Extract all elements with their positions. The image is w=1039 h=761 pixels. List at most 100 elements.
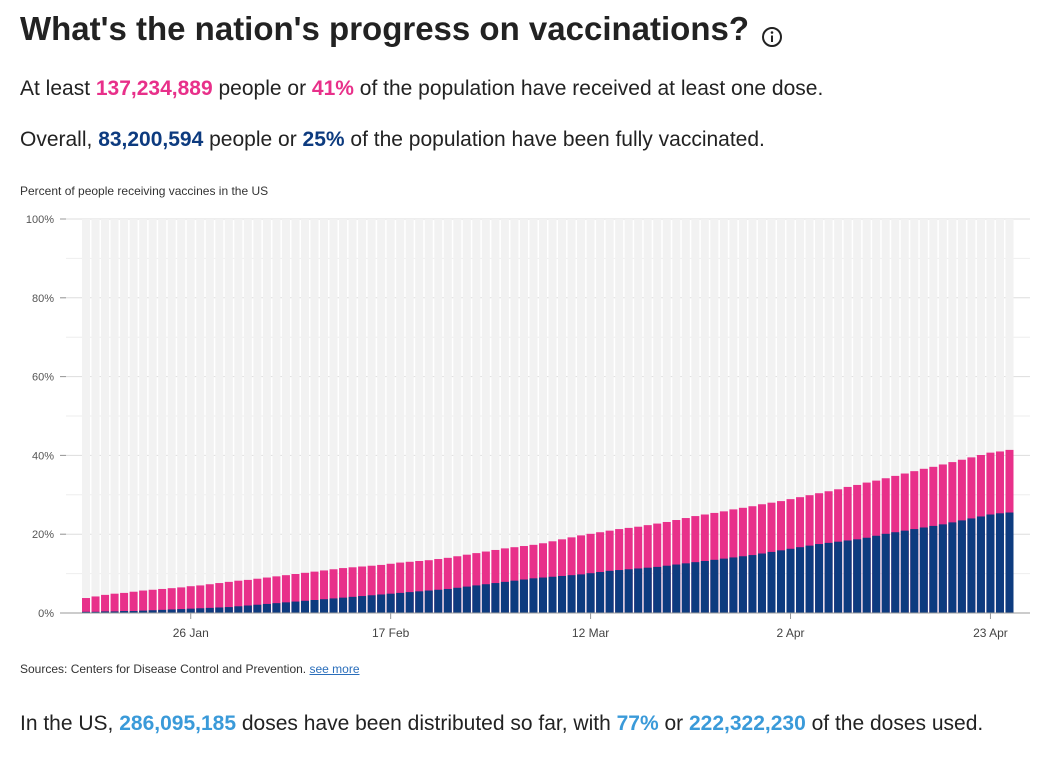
background-bar	[101, 219, 110, 613]
background-bar	[396, 219, 405, 613]
background-bar	[815, 219, 824, 613]
fully-vaccinated-bar	[538, 577, 547, 613]
doses-percent: 77%	[616, 712, 659, 735]
one-dose-summary: At least 137,234,889 people or 41% of th…	[20, 77, 823, 101]
one-dose-suffix: of the population have received at least…	[353, 77, 824, 100]
fully-vaccinated-bar	[443, 588, 452, 613]
fully-vaccinated-bar	[120, 611, 129, 613]
one-dose-bar	[443, 557, 452, 613]
fully-vaccinated-bar	[329, 598, 338, 613]
fully-vaccinated-bar	[729, 557, 738, 613]
fully-vaccinated-bar	[872, 535, 881, 613]
page-title-text: What's the nation's progress on vaccinat…	[20, 10, 749, 47]
fully-suffix: of the population have been fully vaccin…	[344, 128, 765, 151]
background-bar	[500, 219, 509, 613]
fully-vaccinated-bar	[177, 609, 186, 613]
fully-vaccinated-bar	[215, 607, 224, 613]
y-tick-label: 0%	[38, 608, 54, 620]
y-tick-label: 20%	[32, 529, 54, 541]
background-bar	[786, 219, 795, 613]
background-bar	[139, 219, 148, 613]
background-bar	[729, 219, 738, 613]
one-dose-bar	[453, 556, 462, 613]
background-bar	[843, 219, 852, 613]
one-dose-bar	[120, 592, 129, 613]
fully-vaccinated-bar	[776, 550, 786, 613]
background-bar	[291, 219, 300, 613]
fully-vaccinated-bar	[139, 610, 148, 613]
one-dose-bar	[82, 598, 91, 613]
background-bar	[900, 219, 909, 613]
fully-vaccinated-bar	[891, 532, 900, 613]
background-bar	[548, 219, 557, 613]
fully-vaccinated-bar	[339, 597, 348, 613]
one-dose-bar	[272, 576, 281, 613]
background-bar	[738, 219, 747, 613]
fully-vaccinated-bar	[605, 570, 614, 613]
background-bar	[577, 219, 586, 613]
one-dose-bar	[510, 547, 519, 613]
background-bar	[91, 219, 100, 613]
background-bar	[605, 219, 614, 613]
fully-vaccinated-bar	[900, 530, 909, 613]
fully-vaccinated-bar	[548, 576, 557, 613]
fully-vaccinated-bar	[986, 514, 995, 613]
one-dose-bar	[91, 596, 100, 613]
background-bar	[110, 219, 119, 613]
background-bar	[995, 219, 1004, 613]
fully-vaccinated-bar	[910, 529, 919, 613]
one-dose-bar	[281, 575, 290, 613]
one-dose-bar	[205, 584, 214, 613]
background-bar	[719, 219, 728, 613]
fully-vaccinated-bar	[481, 584, 490, 613]
one-dose-bar	[243, 579, 252, 613]
see-more-link[interactable]: see more	[309, 662, 360, 676]
fully-vaccinated-bar	[491, 583, 500, 613]
one-dose-bar	[462, 554, 471, 613]
background-bar	[519, 219, 528, 613]
x-tick-label: 12 Mar	[572, 626, 609, 640]
background-bar	[986, 219, 995, 613]
background-bar	[262, 219, 271, 613]
one-dose-count: 137,234,889	[95, 77, 213, 100]
one-dose-bar	[367, 565, 376, 613]
fully-vaccinated-bar	[453, 587, 462, 613]
fully-vaccinated-bar	[662, 565, 671, 613]
background-bar	[177, 219, 186, 613]
fully-vaccinated-bar	[300, 600, 309, 613]
fully-vaccinated-bar	[700, 560, 709, 613]
fully-vaccinated-bar	[434, 589, 443, 613]
background-bar	[805, 219, 814, 613]
fully-vaccinated-bar	[681, 563, 690, 613]
fully-vaccinated-bar	[281, 602, 290, 613]
chart-title: Percent of people receiving vaccines in …	[20, 184, 269, 198]
fully-vaccinated-bar	[510, 580, 519, 613]
background-bar	[615, 219, 624, 613]
fully-vaccinated-bar	[862, 537, 871, 613]
fully-vaccinated-bar	[672, 564, 681, 613]
one-dose-bar	[262, 577, 271, 613]
info-circle-icon[interactable]	[761, 18, 783, 47]
background-bar	[596, 219, 605, 613]
background-bar	[358, 219, 367, 613]
background-bar	[881, 219, 890, 613]
fully-vaccinated-bar	[519, 579, 528, 613]
one-dose-bar	[386, 563, 395, 613]
background-bar	[967, 219, 976, 613]
background-bar	[224, 219, 233, 613]
background-bar	[757, 219, 766, 613]
fully-vaccinated-bar	[615, 570, 624, 613]
fully-vaccinated-summary: Overall, 83,200,594 people or 25% of the…	[20, 128, 765, 152]
fully-vaccinated-bar	[586, 573, 595, 613]
one-dose-bar	[253, 578, 262, 613]
background-bar	[281, 219, 290, 613]
background-bar	[339, 219, 348, 613]
background-bar	[672, 219, 681, 613]
background-bar	[910, 219, 919, 613]
fully-vaccinated-bar	[558, 575, 567, 613]
y-tick-label: 100%	[26, 214, 54, 226]
one-dose-bar	[396, 562, 405, 613]
one-dose-bar	[158, 588, 167, 613]
fully-vaccinated-bar	[82, 611, 91, 613]
x-tick-label: 23 Apr	[973, 626, 1008, 640]
